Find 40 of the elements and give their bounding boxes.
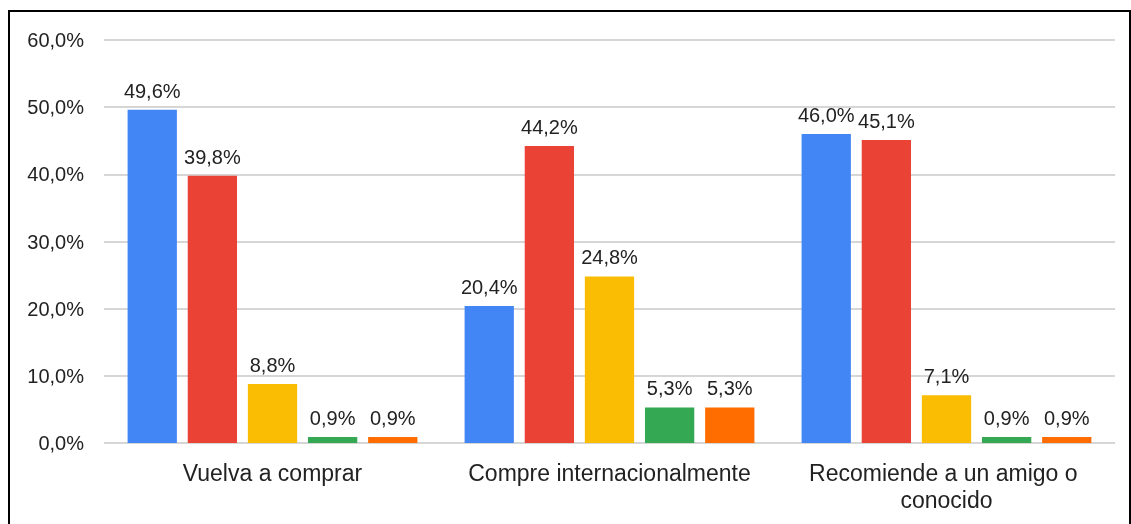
bar	[584, 276, 635, 443]
bar	[1042, 436, 1092, 443]
bar	[368, 436, 418, 443]
y-tick-label: 60,0%	[27, 29, 85, 51]
bar	[705, 407, 755, 443]
bar	[524, 146, 575, 443]
bar	[187, 175, 238, 443]
bar	[801, 134, 851, 443]
data-label: 39,8%	[184, 145, 241, 168]
data-label: 46,0%	[797, 104, 855, 127]
data-label: 5,3%	[646, 377, 693, 400]
bar	[981, 436, 1032, 443]
bar	[307, 436, 358, 443]
data-label: 20,4%	[460, 275, 518, 298]
data-label: 0,9%	[309, 406, 356, 429]
x-tick-label: Vuelva a comprar	[182, 459, 363, 486]
data-label: 45,1%	[858, 110, 915, 133]
data-label: 24,8%	[581, 246, 639, 269]
bar	[127, 109, 177, 443]
data-label: 49,6%	[123, 79, 181, 102]
x-tick-label: Compre internacionalmente	[468, 459, 751, 486]
x-tick-label: Recomiende a un amigo o conocido	[809, 459, 1084, 513]
bar	[247, 383, 298, 443]
y-tick-label: 50,0%	[27, 96, 85, 119]
data-label: 0,9%	[1043, 406, 1090, 429]
data-label: 5,3%	[706, 377, 753, 400]
data-label: 8,8%	[249, 353, 296, 376]
data-label: 44,2%	[521, 116, 578, 139]
y-tick-label: 20,0%	[27, 297, 85, 320]
y-tick-label: 40,0%	[27, 163, 85, 186]
y-tick-label: 10,0%	[27, 364, 85, 387]
y-tick-label: 30,0%	[27, 230, 85, 253]
data-label: 0,9%	[369, 406, 416, 429]
bar	[464, 305, 514, 443]
data-label: 7,1%	[923, 365, 970, 388]
bar	[861, 140, 912, 443]
y-tick-label: 0,0%	[38, 432, 85, 454]
bar	[644, 407, 695, 443]
data-label: 0,9%	[983, 406, 1030, 429]
bar	[921, 395, 972, 443]
